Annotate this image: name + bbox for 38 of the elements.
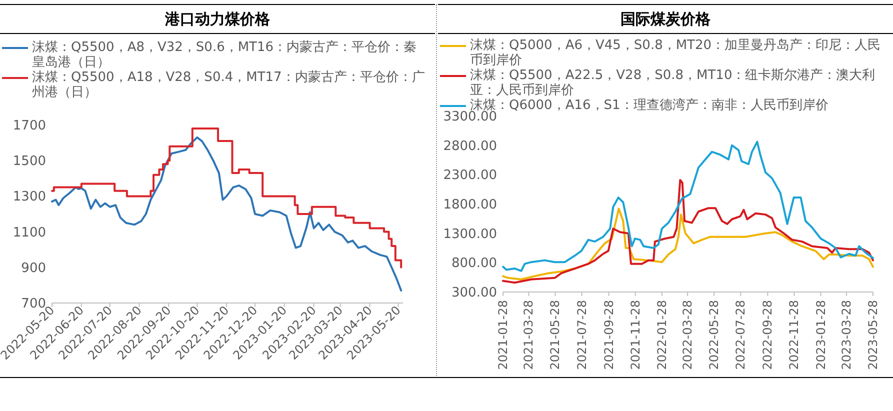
x-tick-label: 2022-03-28 bbox=[680, 300, 695, 370]
y-tick-label: 1300.00 bbox=[443, 226, 497, 242]
x-tick-label: 2023-05-28 bbox=[866, 300, 880, 370]
x-tick-label: 2023-03-28 bbox=[839, 300, 854, 370]
legend-label: 沫煤：Q5500，A18，V28，S0.4，MT17：内蒙古产：平仓价：广州港（日） bbox=[32, 70, 426, 100]
y-tick-label: 2300.00 bbox=[443, 168, 497, 184]
x-tick-label: 2021-11-28 bbox=[628, 300, 642, 370]
x-tick-label: 2021-01-28 bbox=[496, 300, 510, 370]
x-tick-label: 2021-03-28 bbox=[522, 300, 536, 370]
y-tick-label: 3300.00 bbox=[443, 110, 497, 124]
y-tick-label: 1800.00 bbox=[443, 198, 497, 212]
y-tick-label: 700 bbox=[21, 296, 46, 312]
y-tick-label: 1700 bbox=[12, 118, 46, 134]
x-tick-label: 2022-11-28 bbox=[787, 300, 802, 370]
y-tick-label: 800.00 bbox=[452, 256, 497, 272]
line-series bbox=[502, 140, 874, 272]
line-series bbox=[502, 178, 874, 284]
y-tick-label: 900 bbox=[21, 260, 46, 276]
x-tick-label: 2022-09-28 bbox=[760, 300, 775, 370]
line-series bbox=[502, 208, 874, 280]
legend-label: 沫煤：Q5500，A22.5，V28，S0.8，MT10：纽卡斯尔港产：澳大利亚：人民币到岸价 bbox=[470, 68, 876, 98]
y-tick-label: 300.00 bbox=[452, 286, 497, 300]
y-tick-label: 1300 bbox=[12, 190, 46, 205]
chart-title: 港口动力煤价格 bbox=[0, 4, 435, 34]
y-tick-label: 1100 bbox=[12, 225, 46, 240]
x-tick-label: 2022-05-28 bbox=[707, 300, 722, 370]
x-tick-label: 2021-07-28 bbox=[574, 300, 589, 370]
x-tick-label: 2023-01-28 bbox=[814, 300, 828, 370]
x-tick-label: 2021-05-28 bbox=[548, 300, 562, 370]
x-tick-label: 2022-01-28 bbox=[654, 300, 669, 370]
x-tick-label: 2021-09-28 bbox=[602, 300, 616, 370]
line-series bbox=[51, 136, 402, 292]
chart-title: 国际煤炭价格 bbox=[438, 4, 893, 34]
legend-label: 沫煤：Q5000，A6，V45，S0.8，MT20：加里曼丹岛产：印尼：人民币到岸价 bbox=[470, 38, 882, 68]
y-tick-label: 1500 bbox=[12, 154, 46, 170]
x-tick-label: 2022-07-28 bbox=[734, 300, 748, 370]
legend-label: 沫煤：Q5500，A8，V32，S0.6，MT16：内蒙古产：平仓价：秦皇岛港（日） bbox=[32, 40, 418, 70]
y-tick-label: 2800.00 bbox=[443, 138, 497, 154]
